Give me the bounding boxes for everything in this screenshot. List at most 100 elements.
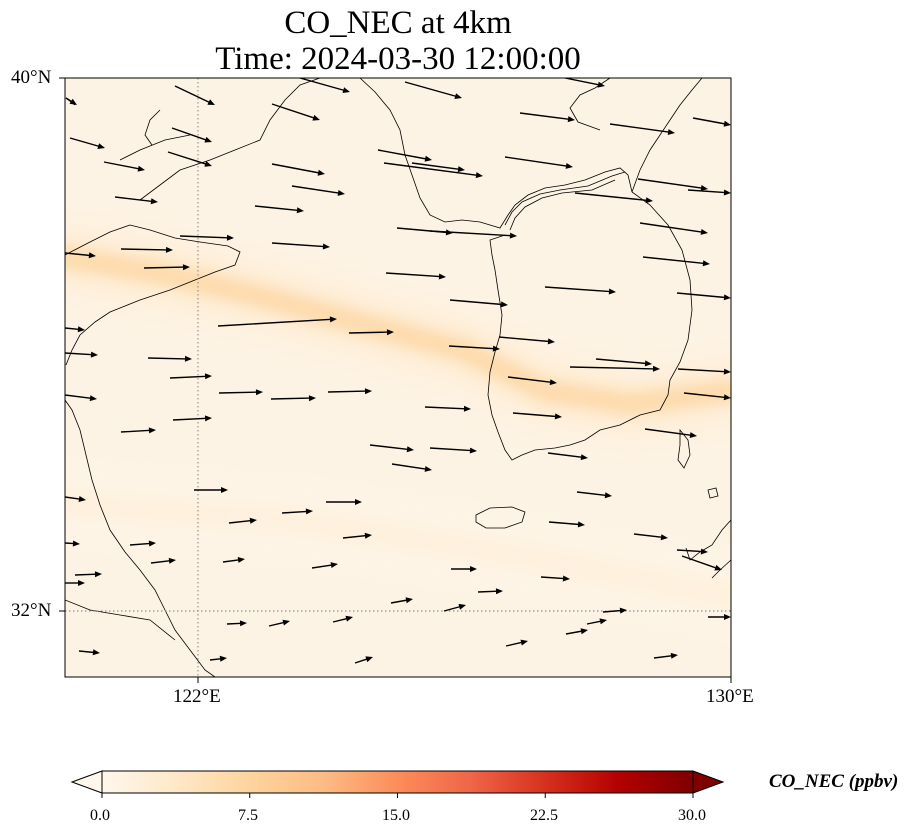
wind-arrow [681, 555, 722, 571]
wind-arrow [332, 615, 353, 623]
wind-arrow [218, 389, 263, 396]
wind-arrow [171, 127, 212, 143]
wind-arrow [519, 112, 575, 123]
wind-arrow [369, 444, 414, 453]
colorbar-tick-22-5: 22.5 [530, 807, 558, 824]
wind-arrow [342, 532, 372, 539]
wind-arrow [281, 508, 313, 515]
wind-arrow [677, 368, 731, 375]
wind-arrow [327, 388, 372, 395]
wind-arrow [639, 222, 708, 235]
wind-arrow [311, 562, 338, 569]
colorbar-body [101, 770, 694, 794]
wind-arrow [642, 256, 710, 267]
wind-arrow [676, 292, 731, 301]
wind-arrow [65, 540, 80, 547]
wind-arrow [228, 517, 257, 524]
wind-arrow [391, 463, 432, 472]
wind-arrow [354, 656, 373, 664]
wind-arrow [271, 242, 330, 250]
wind-arrow [451, 566, 477, 572]
wind-arrow [547, 452, 588, 461]
wind-arrow [385, 272, 446, 280]
wind-arrow [65, 326, 85, 333]
wind-arrow [429, 230, 517, 239]
wind-vector-field [65, 78, 731, 664]
wind-arrow [291, 185, 345, 196]
wind-arrow [65, 252, 96, 259]
wind-arrow [65, 97, 77, 105]
colorbar-tick-7-5: 7.5 [238, 807, 258, 824]
wind-arrow [217, 316, 337, 327]
wind-arrow [429, 447, 477, 454]
wind-arrow [78, 649, 100, 656]
co-plume-layer [65, 227, 731, 633]
wind-arrow [644, 428, 697, 438]
wind-arrow [609, 123, 675, 135]
wind-arrow [254, 205, 304, 214]
wind-arrow [683, 392, 731, 401]
wind-arrow [687, 189, 731, 196]
wind-arrow [268, 619, 290, 627]
colorbar-extend-high [692, 770, 725, 794]
wind-arrow [449, 299, 508, 308]
wind-arrow [226, 620, 247, 627]
wind-arrow [548, 521, 585, 528]
wind-arrow [270, 395, 316, 402]
wind-arrow [120, 427, 156, 434]
wind-arrow [114, 196, 158, 205]
wind-arrow [504, 156, 573, 169]
wind-arrow [65, 394, 97, 402]
colorbar-title: CO_NEC (ppbv) [769, 771, 899, 792]
wind-arrow [383, 162, 483, 179]
wind-arrow [390, 597, 413, 604]
wind-arrow [633, 533, 668, 541]
wind-arrow [143, 264, 190, 271]
wind-arrow [150, 557, 176, 564]
colorbar-tick-15: 15.0 [382, 807, 410, 824]
wind-arrow [69, 137, 105, 149]
wind-arrow [147, 355, 192, 362]
wind-arrow [586, 618, 607, 625]
wind-arrow [574, 192, 653, 204]
wind-arrow [65, 351, 98, 358]
wind-arrow [194, 487, 228, 493]
wind-arrow [179, 234, 234, 241]
wind-arrow [65, 580, 85, 586]
wind-arrow [512, 412, 562, 420]
wind-arrow [692, 117, 731, 127]
wind-arrow [448, 345, 500, 352]
wind-arrow [569, 365, 660, 372]
gridlines [65, 78, 731, 677]
wind-arrow [424, 405, 471, 412]
wind-arrow [477, 588, 503, 595]
wind-arrow [653, 652, 678, 659]
wind-arrow [544, 286, 616, 295]
wind-arrow [443, 603, 466, 612]
wind-arrow [377, 149, 432, 162]
lat-tick-label-32n: 32°N [11, 600, 52, 621]
wind-arrow [602, 607, 627, 614]
wind-arrow [209, 655, 227, 662]
wind-arrow [120, 246, 173, 253]
wind-arrow [565, 628, 588, 635]
wind-arrow [103, 161, 145, 172]
wind-arrow [222, 557, 245, 563]
wind-arrow [167, 151, 212, 167]
coastline [65, 78, 731, 677]
wind-arrow [271, 163, 325, 176]
title-line1: CO_NEC at 4km [284, 5, 512, 41]
lat-tick-marks [59, 77, 65, 612]
lat-tick-label-40n: 40°N [11, 67, 52, 88]
wind-arrow [348, 329, 394, 336]
wind-arrow [411, 162, 465, 173]
wind-arrow [595, 358, 652, 367]
wind-arrow [505, 639, 528, 647]
colorbar-extend-low [70, 770, 103, 794]
co-plume-band-core [65, 489, 731, 613]
wind-arrow [129, 540, 156, 547]
wind-arrow [637, 178, 708, 191]
wind-arrow [174, 85, 215, 105]
wind-arrow [271, 103, 320, 121]
co-plume-band-core [65, 246, 731, 416]
